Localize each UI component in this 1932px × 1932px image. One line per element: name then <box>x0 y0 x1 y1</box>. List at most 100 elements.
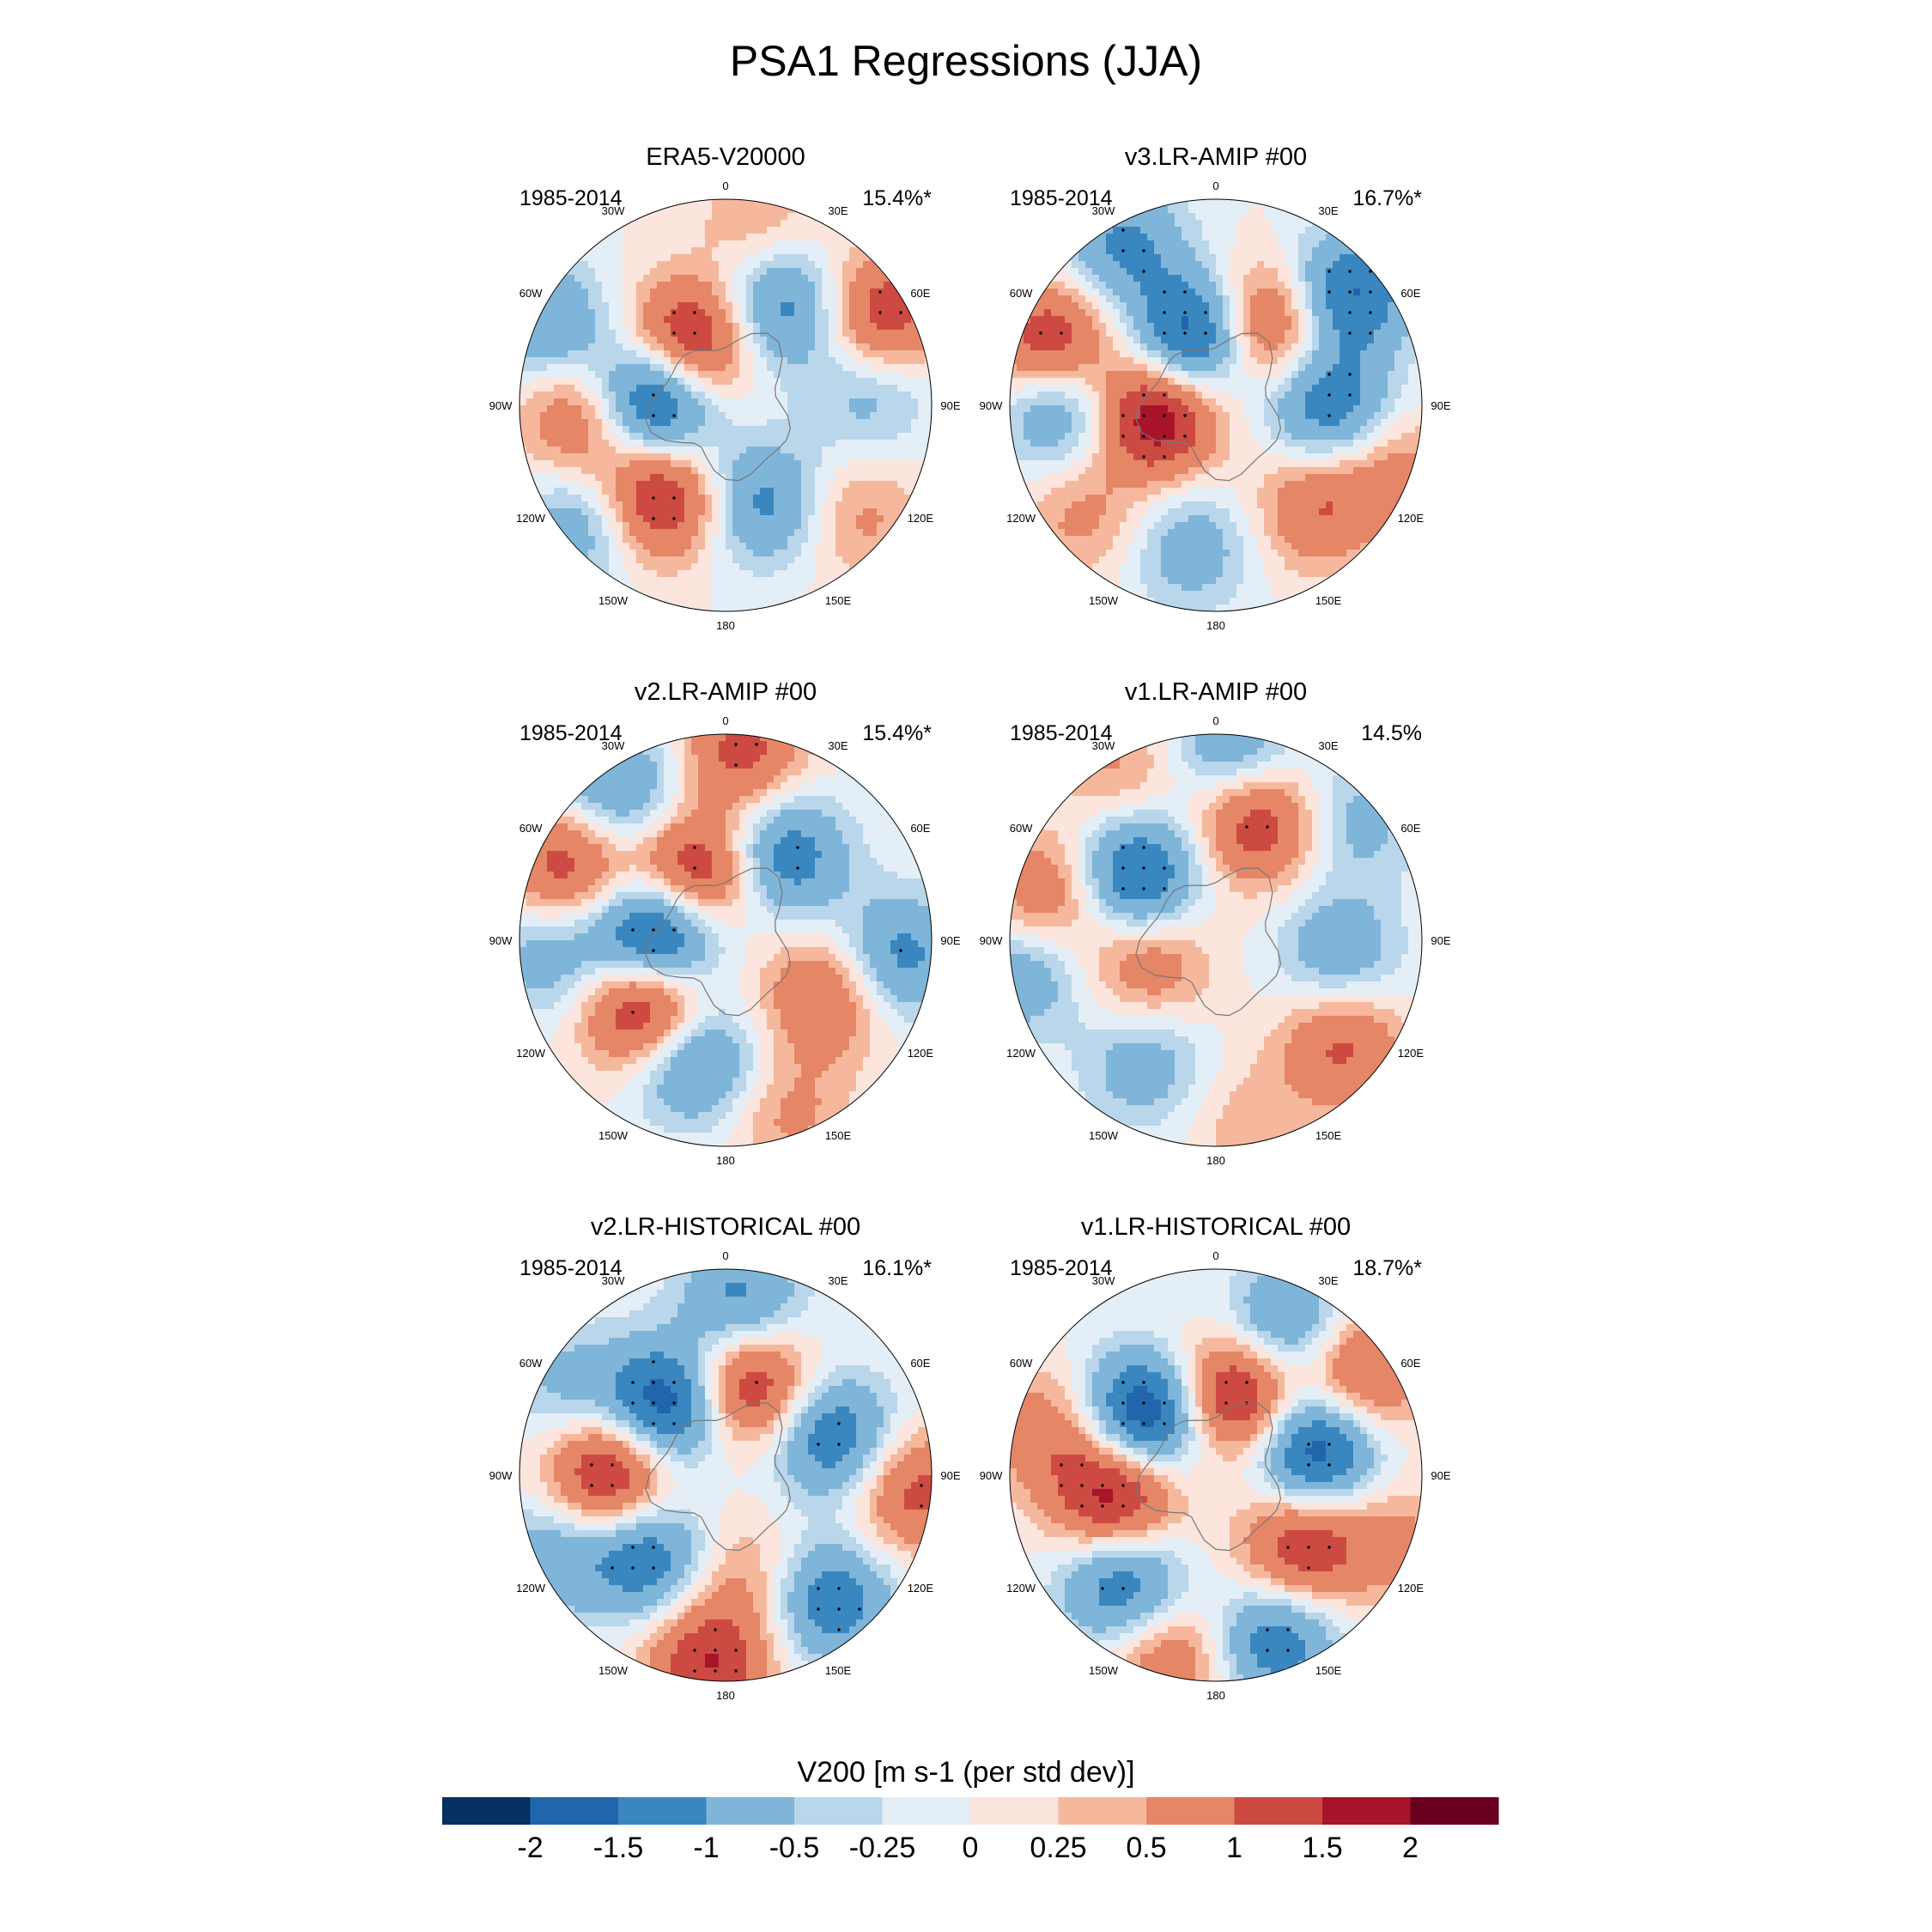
field-cell <box>1175 261 1182 269</box>
field-cell <box>1264 392 1272 399</box>
field-cell <box>897 405 905 413</box>
field-cell <box>726 488 733 495</box>
field-cell <box>1085 453 1093 461</box>
field-cell <box>616 309 623 317</box>
field-cell <box>1250 405 1258 413</box>
field-cell <box>794 563 802 571</box>
field-cell <box>1024 385 1031 392</box>
field-cell <box>705 550 713 557</box>
field-cell <box>1099 392 1107 399</box>
field-cell <box>794 481 802 489</box>
field-cell <box>657 584 665 592</box>
field-cell <box>884 398 891 406</box>
field-cell <box>1051 440 1059 447</box>
field-cell <box>1408 323 1416 331</box>
field-cell <box>746 316 754 324</box>
field-cell <box>636 460 644 468</box>
field-cell <box>671 440 678 447</box>
field-cell <box>726 577 733 585</box>
field-cell <box>1319 398 1327 406</box>
field-cell <box>1195 220 1203 228</box>
field-cell <box>1140 419 1148 427</box>
field-cell <box>677 419 685 427</box>
field-cell <box>623 405 630 413</box>
field-cell <box>1271 440 1279 447</box>
field-cell <box>643 447 651 454</box>
field-cell <box>829 220 836 228</box>
field-cell <box>863 337 871 344</box>
field-cell <box>1394 337 1402 344</box>
field-cell <box>609 323 617 331</box>
field-cell <box>1195 433 1203 440</box>
field-cell <box>781 515 788 523</box>
field-cell <box>547 453 555 461</box>
field-cell <box>588 419 596 427</box>
field-cell <box>1360 392 1368 399</box>
field-cell <box>519 405 527 413</box>
field-cell <box>815 357 823 365</box>
field-cell <box>753 598 761 605</box>
field-cell <box>1291 282 1299 289</box>
field-cell <box>767 398 775 406</box>
field-cell <box>540 474 548 482</box>
field-cell <box>726 385 733 392</box>
field-cell <box>643 234 651 241</box>
field-cell <box>829 543 836 550</box>
field-cell <box>1394 343 1402 351</box>
field-cell <box>1243 350 1251 358</box>
field-cell <box>739 302 747 310</box>
field-cell <box>732 364 740 372</box>
field-cell <box>1127 247 1134 255</box>
field-cell <box>1037 385 1045 392</box>
field-cell <box>1388 405 1395 413</box>
field-cell <box>726 440 733 447</box>
field-cell <box>629 460 637 468</box>
field-cell <box>677 543 685 550</box>
field-cell <box>664 268 671 276</box>
field-cell <box>1106 261 1114 269</box>
field-cell <box>1209 385 1217 392</box>
field-cell <box>1092 254 1100 262</box>
field-cell <box>1147 247 1155 255</box>
field-cell <box>1264 440 1272 447</box>
field-cell <box>519 447 527 454</box>
field-cell <box>774 556 781 564</box>
field-cell <box>1408 405 1416 413</box>
field-cell <box>1072 343 1079 351</box>
field-cell <box>698 563 706 571</box>
field-cell <box>835 385 843 392</box>
field-cell <box>1298 364 1306 372</box>
field-cell <box>767 261 775 269</box>
field-cell <box>739 206 747 214</box>
field-cell <box>1106 316 1114 324</box>
field-cell <box>746 268 754 276</box>
field-cell <box>781 261 788 269</box>
field-cell <box>1230 447 1237 454</box>
field-cell <box>911 357 919 365</box>
field-cell <box>698 350 706 358</box>
field-cell <box>1394 385 1402 392</box>
field-cell <box>1353 295 1361 303</box>
field-cell <box>781 302 788 310</box>
field-cell <box>1154 199 1162 207</box>
field-cell <box>835 343 843 351</box>
field-cell <box>870 385 878 392</box>
field-cell <box>1168 350 1176 358</box>
field-cell <box>822 357 829 365</box>
field-cell <box>602 405 610 413</box>
field-cell <box>732 323 740 331</box>
field-cell <box>650 453 658 461</box>
field-cell <box>918 405 926 413</box>
field-cell <box>1175 433 1182 440</box>
field-cell <box>1051 350 1059 358</box>
field-cell <box>856 350 864 358</box>
field-cell <box>554 385 562 392</box>
field-cell <box>877 481 884 489</box>
field-cell <box>1182 426 1189 434</box>
field-cell <box>588 350 596 358</box>
field-cell <box>904 350 912 358</box>
field-cell <box>767 316 775 324</box>
field-cell <box>1182 350 1189 358</box>
field-cell <box>616 556 623 564</box>
field-cell <box>1072 282 1079 289</box>
